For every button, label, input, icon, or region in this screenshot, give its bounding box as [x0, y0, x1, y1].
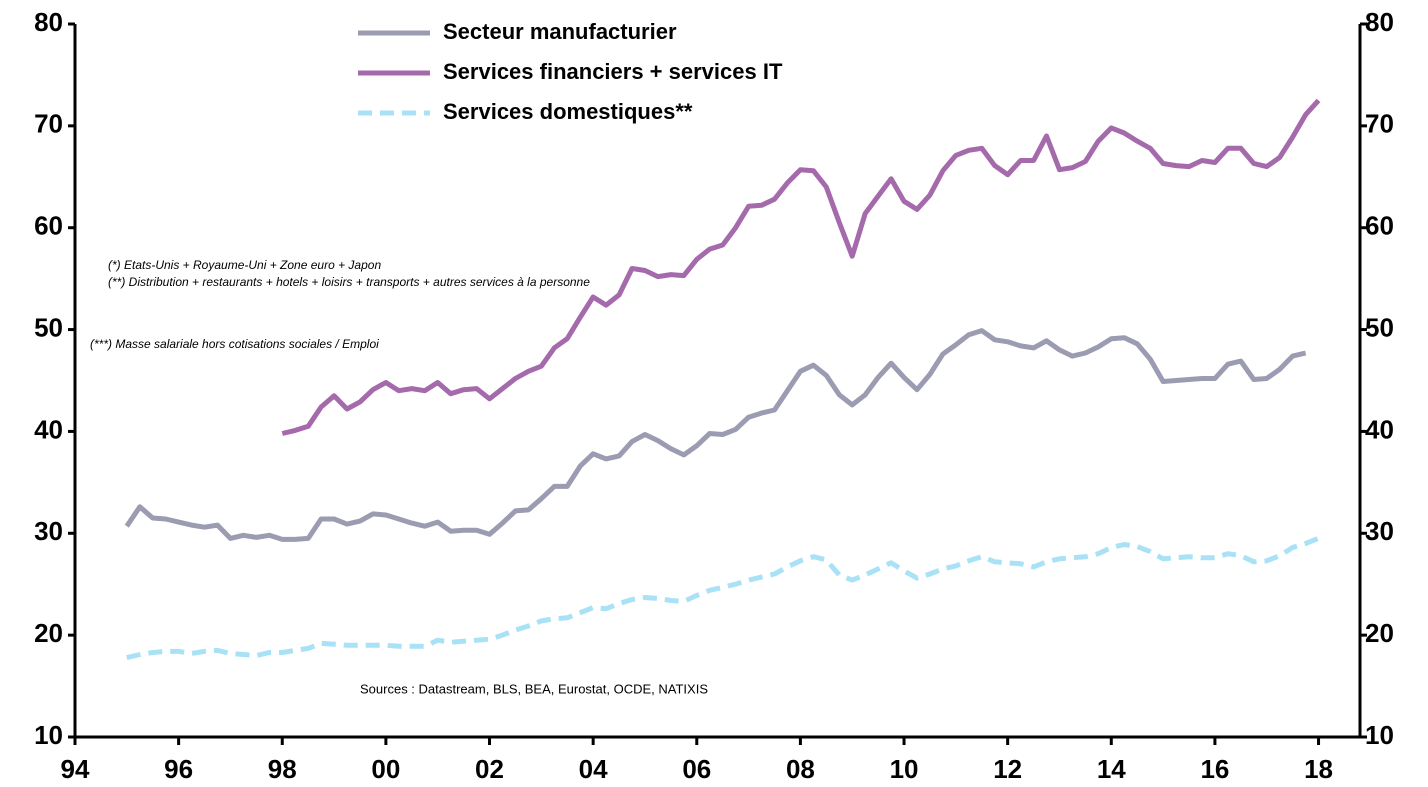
- y2-tick-label: 50: [1365, 312, 1394, 342]
- y-tick-label: 50: [34, 312, 63, 342]
- x-tick-label: 14: [1097, 754, 1126, 784]
- y2-tick-label: 60: [1365, 211, 1394, 241]
- x-tick-label: 06: [682, 754, 711, 784]
- x-tick-label: 16: [1200, 754, 1229, 784]
- y2-tick-label: 70: [1365, 109, 1394, 139]
- y-tick-label: 70: [34, 109, 63, 139]
- x-tick-label: 08: [786, 754, 815, 784]
- y-tick-label: 20: [34, 618, 63, 648]
- footnote: (***) Masse salariale hors cotisations s…: [90, 337, 379, 351]
- x-tick-label: 00: [371, 754, 400, 784]
- y2-tick-label: 20: [1365, 618, 1394, 648]
- y-tick-label: 30: [34, 516, 63, 546]
- y-tick-label: 60: [34, 211, 63, 241]
- footnote: (**) Distribution + restaurants + hotels…: [108, 275, 590, 289]
- x-tick-label: 94: [61, 754, 90, 784]
- series-line: [281, 98, 1321, 436]
- y-tick-label: 40: [34, 414, 63, 444]
- y-tick-label: 10: [34, 720, 63, 750]
- x-tick-label: 98: [268, 754, 297, 784]
- series-line: [124, 328, 1307, 542]
- x-tick-label: 18: [1304, 754, 1333, 784]
- legend-label: Services domestiques**: [443, 99, 693, 124]
- legend-label: Services financiers + services IT: [443, 59, 783, 84]
- x-tick-label: 04: [579, 754, 608, 784]
- x-tick-label: 96: [164, 754, 193, 784]
- y2-tick-label: 10: [1365, 720, 1394, 750]
- y2-tick-label: 30: [1365, 516, 1394, 546]
- source-note: Sources : Datastream, BLS, BEA, Eurostat…: [360, 681, 708, 696]
- x-tick-label: 10: [890, 754, 919, 784]
- x-tick-label: 12: [993, 754, 1022, 784]
- series-line: [126, 536, 1320, 661]
- y2-tick-label: 80: [1365, 7, 1394, 37]
- footnote: (*) Etats-Unis + Royaume-Uni + Zone euro…: [108, 258, 381, 272]
- legend-label: Secteur manufacturier: [443, 19, 677, 44]
- y-tick-label: 80: [34, 7, 63, 37]
- x-tick-label: 02: [475, 754, 504, 784]
- y2-tick-label: 40: [1365, 414, 1394, 444]
